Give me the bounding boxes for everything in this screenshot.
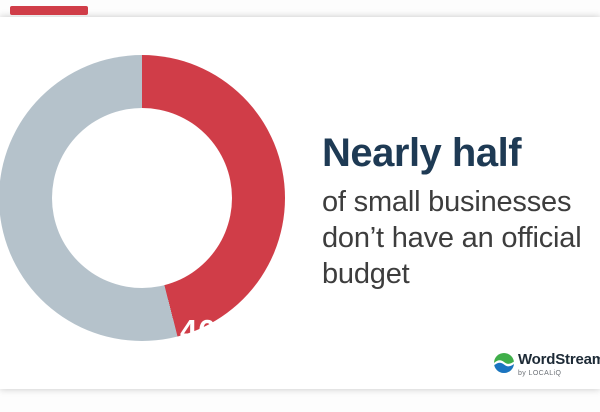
logo-text: WordStream by LOCALiQ <box>518 351 600 378</box>
donut-hole <box>52 108 232 288</box>
wordstream-wave-icon <box>494 353 514 373</box>
subtitle-line: budget <box>322 258 410 290</box>
subtitle-line: don’t have an official <box>322 222 582 254</box>
subtitle: of small businesses don’t have an offici… <box>322 184 600 292</box>
donut-value-label: 46% <box>180 313 246 348</box>
accent-bar <box>10 6 88 15</box>
subtitle-line: of small businesses <box>322 186 572 218</box>
donut-chart: 46% <box>0 55 285 348</box>
logo-byline: by LOCALiQ <box>518 370 562 377</box>
infographic-card: 46% Nearly half of small businesses don’… <box>0 17 600 389</box>
stat-text-block: Nearly half of small businesses don’t ha… <box>322 131 600 292</box>
headline: Nearly half <box>322 131 522 175</box>
wordstream-logo: WordStream by LOCALiQ <box>494 351 600 378</box>
logo-brand-name: WordStream <box>518 351 600 368</box>
